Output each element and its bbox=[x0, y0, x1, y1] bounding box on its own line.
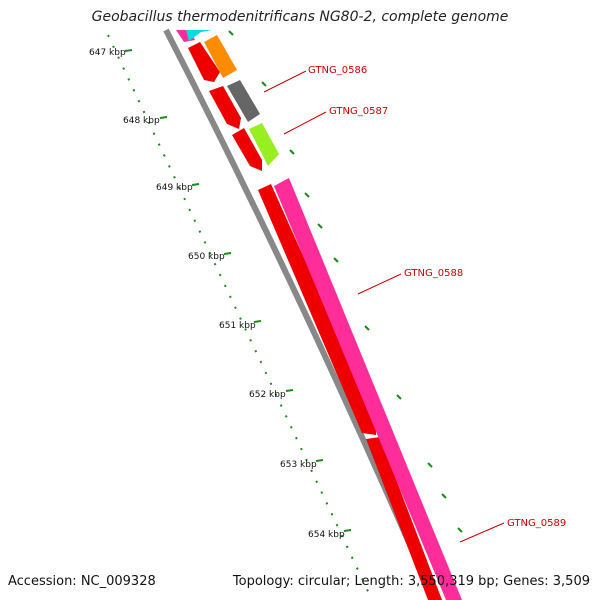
genome-backbone bbox=[163, 28, 437, 600]
gene-label[interactable]: GTNG_0587 bbox=[329, 106, 388, 117]
gene-grey-forward bbox=[227, 80, 260, 122]
gene-red-reverse bbox=[258, 184, 376, 435]
ruler-tick bbox=[285, 389, 294, 392]
outer-tick bbox=[427, 462, 433, 468]
gene-label[interactable]: GTNG_0586 bbox=[308, 65, 367, 76]
gene-label-connector bbox=[459, 522, 505, 543]
outer-ticks bbox=[228, 30, 463, 533]
gene-label[interactable]: GTNG_0589 bbox=[507, 518, 566, 529]
accession-text: Accession: NC_009328 bbox=[8, 574, 156, 589]
ruler-label: 649 kbp bbox=[156, 183, 193, 193]
ruler-label: 647 kbp bbox=[89, 48, 126, 58]
ruler-label: 652 kbp bbox=[249, 390, 286, 400]
ruler-label: 648 kbp bbox=[123, 116, 160, 126]
topology-text: Topology: circular; Length: 3,550,319 bp… bbox=[232, 574, 590, 589]
outer-tick bbox=[289, 149, 295, 155]
ruler-tick bbox=[124, 49, 133, 52]
gene-label-connector bbox=[357, 273, 402, 295]
gene-label-connector bbox=[283, 111, 327, 135]
ruler-tick bbox=[343, 529, 352, 532]
gene-red-reverse bbox=[209, 86, 241, 129]
gene-red-reverse bbox=[232, 128, 262, 171]
ruler-label: 651 kbp bbox=[219, 321, 256, 331]
ruler-tick bbox=[253, 320, 262, 323]
gene-cyan-top bbox=[186, 30, 212, 41]
gene-label-connector bbox=[263, 70, 307, 93]
outer-tick bbox=[396, 394, 402, 400]
outer-tick bbox=[304, 192, 310, 198]
gene-label[interactable]: GTNG_0588 bbox=[404, 268, 463, 279]
ruler-labels: 647 kbp 648 kbp 649 kbp 650 kbp 651 kbp … bbox=[89, 48, 345, 540]
gene-pink-forward bbox=[274, 178, 462, 600]
ruler-label: 650 kbp bbox=[188, 252, 225, 262]
outer-tick bbox=[317, 223, 323, 229]
ruler-tick bbox=[191, 183, 200, 186]
map-title: Geobacillus thermodenitrificans NG80-2, … bbox=[91, 9, 509, 25]
outer-tick bbox=[261, 81, 267, 87]
ruler-tick bbox=[315, 459, 324, 462]
gene-red-reverse bbox=[366, 437, 442, 600]
outer-tick bbox=[228, 30, 234, 36]
outer-tick bbox=[441, 493, 447, 499]
ruler-tick bbox=[223, 252, 232, 255]
ruler-major-ticks bbox=[124, 49, 352, 532]
gene-lime-forward bbox=[249, 123, 279, 166]
ruler-label: 654 kbp bbox=[308, 530, 345, 540]
outer-tick bbox=[333, 257, 339, 263]
gene-orange-forward bbox=[204, 35, 237, 78]
gene-red-reverse bbox=[188, 42, 220, 82]
ruler-label: 653 kbp bbox=[280, 460, 317, 470]
ruler-tick bbox=[159, 116, 168, 119]
outer-tick bbox=[457, 527, 463, 533]
outer-tick bbox=[364, 325, 370, 331]
